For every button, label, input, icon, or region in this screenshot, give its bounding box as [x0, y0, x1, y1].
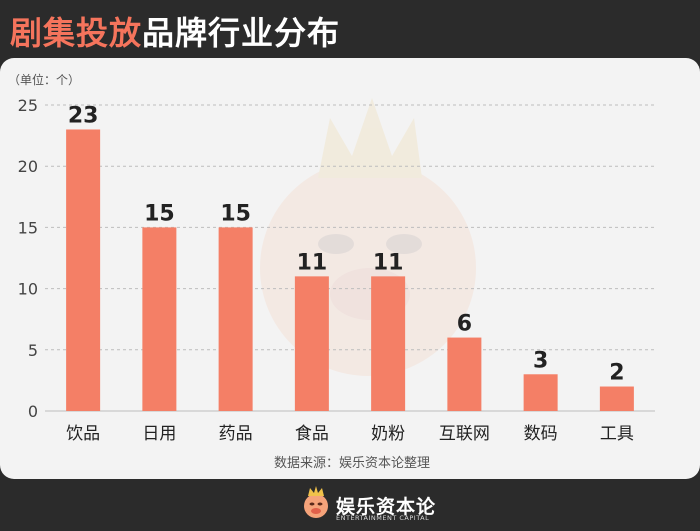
x-axis: 饮品 日用 药品 食品 奶粉 互联网 数码 工具 — [66, 424, 634, 444]
data-label: 11 — [297, 250, 328, 275]
x-tick-label: 奶粉 — [371, 424, 405, 444]
y-axis-unit-label: （单位：个） — [8, 72, 80, 87]
data-label: 2 — [609, 361, 624, 386]
bar-chart: 0 5 10 15 20 25 （单位：个） 23 15 15 11 11 6 3 2 饮品 日用 药品 食品… — [8, 72, 655, 471]
bar — [371, 276, 406, 411]
page-title: 剧集投放品牌行业分布 — [10, 8, 340, 54]
bars — [66, 129, 634, 411]
y-tick-label: 10 — [18, 280, 38, 299]
logo-mascot-icon — [304, 486, 328, 518]
y-tick-label: 15 — [18, 218, 38, 237]
x-tick-label: 饮品 — [66, 424, 100, 444]
y-tick-label: 0 — [28, 402, 38, 421]
x-tick-label: 工具 — [600, 424, 634, 444]
x-tick-label: 互联网 — [439, 424, 490, 444]
chart-panel: 0 5 10 15 20 25 （单位：个） 23 15 15 11 11 6 3 2 饮品 日用 药品 食品… — [0, 58, 700, 479]
data-label: 11 — [373, 250, 404, 275]
bar — [523, 374, 558, 411]
bar — [599, 386, 634, 411]
data-label: 6 — [457, 312, 472, 337]
logo-subtitle: ENTERTAINMENT CAPITAL — [336, 514, 430, 522]
bar — [142, 227, 177, 411]
data-label: 3 — [533, 348, 548, 373]
y-axis: 0 5 10 15 20 25 — [18, 96, 38, 421]
bar — [294, 276, 329, 411]
y-tick-label: 5 — [28, 341, 38, 360]
y-tick-label: 25 — [18, 96, 38, 115]
bar — [218, 227, 253, 411]
data-label: 15 — [144, 201, 175, 226]
footer — [0, 479, 700, 531]
data-label: 15 — [220, 201, 251, 226]
x-tick-label: 数码 — [524, 424, 558, 444]
header: 剧集投放品牌行业分布 — [0, 0, 700, 58]
bar — [66, 129, 101, 411]
y-tick-label: 20 — [18, 157, 38, 176]
title-accent: 剧集投放 — [10, 14, 143, 52]
watermark-mascot — [260, 98, 476, 376]
data-label: 23 — [68, 103, 99, 128]
logo-text: 娱乐资本论 — [336, 496, 437, 518]
bar — [447, 337, 482, 411]
x-tick-label: 药品 — [219, 424, 253, 444]
source-note: 数据来源：娱乐资本论整理 — [274, 456, 430, 471]
x-tick-label: 日用 — [142, 424, 176, 444]
title-rest: 品牌行业分布 — [142, 14, 341, 52]
x-tick-label: 食品 — [295, 424, 329, 444]
data-labels: 23 15 15 11 11 6 3 2 — [68, 103, 625, 385]
